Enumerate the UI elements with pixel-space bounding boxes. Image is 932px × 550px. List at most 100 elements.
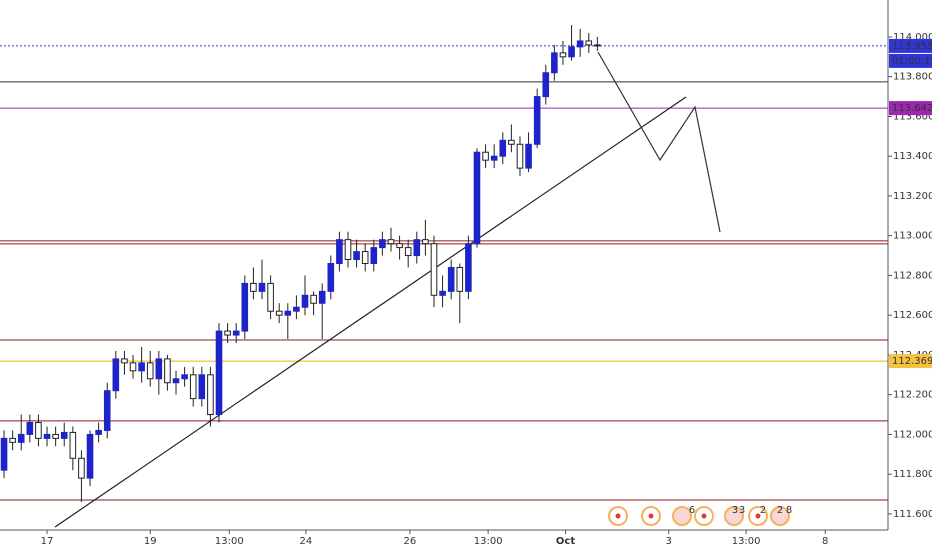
candle-body: [447, 266, 455, 292]
candle-body: [465, 243, 472, 292]
event-label: 2: [760, 505, 766, 516]
countdown-box: [889, 53, 932, 68]
x-tick-label: 24: [299, 536, 312, 547]
candle-body: [224, 330, 231, 336]
price-label-box: [889, 38, 932, 53]
event-label: 3: [739, 505, 745, 516]
x-tick-label: 3: [666, 536, 672, 547]
price-label: 113.642: [892, 103, 932, 114]
price-axis-bg: [888, 0, 932, 550]
y-tick-label: 111.800: [893, 469, 932, 480]
candle-body: [336, 239, 343, 265]
candle-body: [78, 457, 85, 479]
y-tick-label: 113.000: [893, 231, 932, 242]
x-tick-label: 13:00: [732, 536, 761, 547]
candle-body: [482, 151, 489, 161]
event-icon: [770, 506, 790, 526]
candle-body: [568, 46, 575, 58]
candle-body: [241, 282, 249, 332]
candle-body: [35, 421, 42, 439]
candle-body: [499, 139, 507, 157]
candle-body: [258, 282, 266, 292]
price-label-box: [889, 354, 932, 369]
y-tick-label: 114.000: [893, 32, 932, 43]
projection-path: [597, 51, 721, 233]
candle-body: [559, 52, 567, 58]
candle-body: [516, 143, 524, 169]
candle-body: [310, 294, 317, 304]
candle-body: [155, 358, 163, 380]
candle-body: [26, 421, 34, 435]
event-label: 8: [786, 505, 792, 516]
y-tick-label: 113.600: [893, 111, 932, 122]
candle-body: [52, 433, 59, 439]
price-label-box: [889, 101, 932, 116]
y-tick-label: 112.600: [893, 310, 932, 321]
candle-body: [121, 358, 128, 364]
candle-body: [473, 151, 481, 245]
candle-body: [525, 143, 532, 169]
trend-line: [54, 96, 687, 528]
candle-body: [318, 290, 326, 304]
candle-body: [284, 310, 292, 316]
x-tick-label: Oct: [556, 536, 575, 547]
candle-body: [95, 429, 102, 435]
candle-body: [43, 433, 51, 439]
candle-body: [172, 378, 180, 384]
candle-body: [267, 282, 274, 312]
candle-body: [112, 358, 120, 392]
event-icon: [724, 506, 744, 526]
y-tick-label: 113.800: [893, 72, 932, 83]
candle-body: [508, 139, 515, 145]
x-tick-label: 13:00: [474, 536, 503, 547]
x-tick-label: 13:00: [215, 536, 244, 547]
candle-body: [413, 239, 421, 257]
candle-body: [379, 239, 386, 249]
candle-body: [344, 239, 352, 261]
price-label: 113.955: [892, 41, 932, 52]
candle-body: [181, 374, 188, 380]
candle-body: [370, 247, 378, 265]
candle-body: [422, 239, 429, 245]
candle-body: [9, 437, 16, 443]
y-tick-label: 112.000: [893, 429, 932, 440]
candle-body: [361, 251, 369, 265]
candle-body: [164, 358, 171, 384]
candle-body: [430, 243, 438, 296]
countdown: 01:00:19: [892, 56, 932, 67]
x-tick-label: 19: [144, 536, 157, 547]
price-label: 112.369: [892, 356, 932, 367]
candles: [0, 25, 601, 502]
candle-body: [60, 431, 68, 439]
event-dot: [701, 513, 707, 519]
event-dot: [648, 513, 654, 519]
candle-body: [327, 263, 335, 292]
candle-body: [576, 40, 584, 48]
event-dot: [755, 513, 761, 519]
candle-body: [17, 433, 25, 443]
candle-body: [69, 431, 77, 459]
candle-body: [439, 290, 446, 296]
candle-body: [0, 437, 8, 471]
candle-body: [146, 362, 154, 380]
x-tick-label: 26: [404, 536, 417, 547]
x-tick-label: 8: [822, 536, 828, 547]
candle-body: [594, 44, 601, 47]
candle-body: [533, 96, 541, 145]
candle-body: [353, 251, 360, 261]
levels: [0, 45, 888, 501]
candle-body: [138, 362, 145, 372]
candle-body: [198, 374, 206, 400]
candle-body: [215, 330, 223, 416]
event-label: 2: [777, 505, 783, 516]
event-icon: [672, 506, 692, 526]
candle-body: [293, 306, 300, 312]
candle-body: [207, 374, 214, 416]
candle-body: [387, 239, 395, 245]
candle-body: [250, 282, 257, 292]
candle-body: [542, 72, 550, 98]
candle-body: [585, 40, 593, 46]
candle-body: [490, 155, 498, 161]
